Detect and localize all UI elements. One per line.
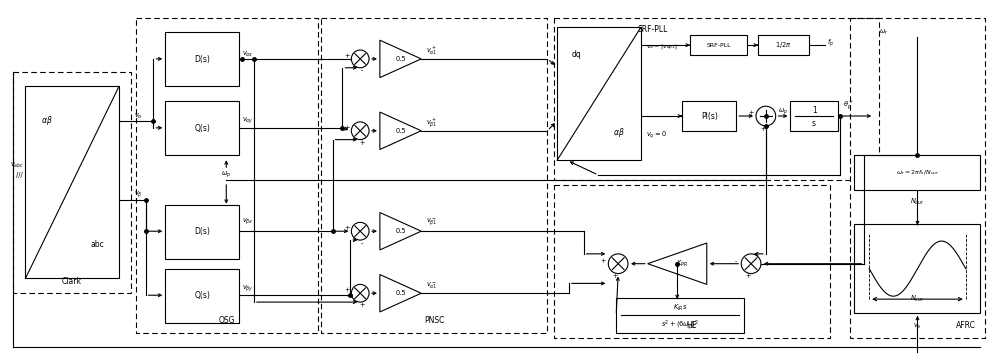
Text: 0.5: 0.5 [395,228,406,234]
Bar [13,72,131,293]
Polygon shape [380,40,421,78]
Text: +: + [748,110,754,116]
Text: SRF-PLL: SRF-PLL [706,43,731,48]
Bar [136,18,318,332]
Text: $K_{IR}s$: $K_{IR}s$ [673,303,687,313]
Text: Q(s): Q(s) [194,291,210,300]
Text: $\alpha\beta$: $\alpha\beta$ [41,114,53,127]
Text: +: + [745,274,751,279]
Bar [758,35,809,55]
Polygon shape [380,112,421,149]
Bar [682,101,736,131]
Circle shape [608,254,628,274]
Text: $v_{\beta 1}^+$: $v_{\beta 1}^+$ [426,116,438,130]
Bar [165,32,239,87]
Text: PNSC: PNSC [424,316,444,325]
Bar [554,18,879,180]
Text: Clark: Clark [62,277,82,286]
Text: $K_{PR}$: $K_{PR}$ [676,258,688,269]
Text: $\alpha\beta$: $\alpha\beta$ [613,126,625,139]
Text: ///: /// [16,172,23,178]
Text: $N_{cur}$: $N_{cur}$ [910,294,925,304]
Text: +: + [601,258,606,264]
Text: $v_\beta$: $v_\beta$ [134,190,142,200]
Text: +: + [760,126,766,132]
Polygon shape [648,243,707,284]
Text: AFRC: AFRC [956,321,976,330]
Circle shape [351,222,369,240]
Text: D(s): D(s) [194,227,210,236]
Text: +: + [345,225,350,231]
Polygon shape [380,213,421,250]
Bar [854,224,980,313]
Circle shape [351,284,369,302]
Text: $1/2\pi$: $1/2\pi$ [775,40,792,50]
Text: $\omega_r{=}2\pi f_s/N_{cur}$: $\omega_r{=}2\pi f_s/N_{cur}$ [896,168,939,177]
Circle shape [756,106,776,126]
Text: +: + [359,302,365,308]
Bar [850,18,985,338]
Text: $\theta_p^+$: $\theta_p^+$ [843,99,854,112]
Text: dq: dq [572,51,582,60]
Text: $v_{abc}$: $v_{abc}$ [10,161,24,170]
Text: +: + [359,140,365,145]
Bar [321,18,547,332]
Text: $\omega_r$: $\omega_r$ [879,28,889,37]
Text: 1: 1 [812,106,816,114]
Text: $v_{\beta 1}^-$: $v_{\beta 1}^-$ [426,217,438,230]
Bar [165,269,239,323]
Text: Q(s): Q(s) [194,124,210,133]
Circle shape [351,50,369,68]
Text: +: + [345,125,350,131]
Text: HE: HE [687,321,697,330]
Text: +: + [345,287,350,293]
Text: 0.5: 0.5 [395,290,406,296]
Text: SRF-PLL: SRF-PLL [637,25,668,34]
Text: $v_d{=}|v_{\alpha\beta 1}|$: $v_d{=}|v_{\alpha\beta 1}|$ [646,42,678,52]
Bar [165,101,239,155]
Text: -: - [361,240,363,246]
Text: s: s [812,119,816,129]
Text: +: + [612,274,618,279]
Text: 0.5: 0.5 [395,56,406,62]
Text: $v_{\alpha x}$: $v_{\alpha x}$ [242,49,254,58]
Text: $\omega_p$: $\omega_p$ [778,107,788,117]
Text: -: - [735,258,737,264]
Bar [554,185,830,338]
Text: $v_{\alpha y}$: $v_{\alpha y}$ [242,116,254,126]
Text: -: - [361,68,363,74]
Circle shape [741,254,761,274]
Text: $N_{cur}$: $N_{cur}$ [910,197,925,207]
Text: $v_q{=}0$: $v_q{=}0$ [646,130,667,142]
Text: D(s): D(s) [194,55,210,64]
Text: 0.5: 0.5 [395,128,406,134]
Text: abc: abc [90,239,104,248]
Bar [165,205,239,259]
Text: $f_p$: $f_p$ [827,38,834,49]
Text: $v_{\alpha 1}^+$: $v_{\alpha 1}^+$ [426,45,438,57]
Text: +: + [345,53,350,59]
Text: $\omega_p$: $\omega_p$ [221,170,231,180]
Circle shape [351,122,369,140]
Bar [790,101,838,131]
Text: QSG: QSG [219,316,235,325]
Bar [690,35,747,55]
Bar [25,87,119,278]
Text: $v_{\beta x}$: $v_{\beta x}$ [242,216,254,227]
Bar [557,27,641,160]
Text: $v_{\beta y}$: $v_{\beta y}$ [242,283,254,293]
Text: $v_{\alpha 1}^-$: $v_{\alpha 1}^-$ [426,280,438,291]
Text: PI(s): PI(s) [701,112,718,121]
Polygon shape [380,274,421,312]
Bar [854,155,980,190]
Text: $v_\alpha$: $v_\alpha$ [134,112,143,121]
Text: $s^2+(6\omega_p)^2$: $s^2+(6\omega_p)^2$ [661,318,699,332]
Text: $v_a$: $v_a$ [913,322,922,331]
Bar [616,298,744,332]
